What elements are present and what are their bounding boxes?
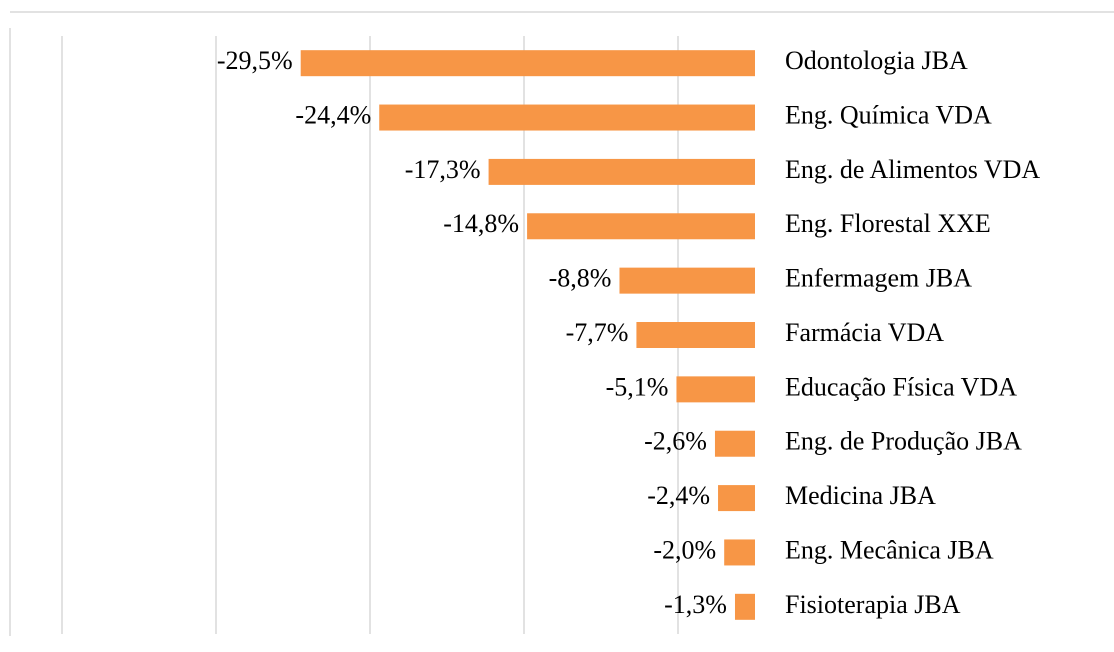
bar — [379, 104, 755, 131]
category-label: Fisioterapia JBA — [785, 590, 961, 619]
value-label: -2,4% — [647, 481, 710, 510]
category-label: Eng. Mecânica JBA — [785, 535, 994, 564]
value-label: -5,1% — [606, 372, 669, 401]
bar — [636, 322, 755, 348]
bar — [724, 539, 755, 566]
bar — [300, 50, 755, 77]
value-label: -1,3% — [664, 590, 727, 619]
category-label: Medicina JBA — [785, 481, 936, 510]
value-label: -7,7% — [566, 318, 629, 347]
value-label: -24,4% — [295, 101, 371, 130]
category-label: Enfermagem JBA — [785, 264, 972, 293]
category-label: Eng. Florestal XXE — [785, 209, 991, 238]
category-label: Educação Física VDA — [785, 372, 1017, 401]
bar — [718, 485, 755, 512]
value-label: -29,5% — [217, 46, 293, 75]
value-label: -14,8% — [443, 209, 519, 238]
category-label: Farmácia VDA — [785, 318, 944, 347]
bar — [714, 430, 755, 457]
category-label: Odontologia JBA — [785, 46, 968, 75]
value-label: -17,3% — [405, 155, 481, 184]
bar — [619, 267, 755, 294]
category-label: Eng. Química VDA — [785, 101, 992, 130]
bar — [488, 158, 755, 185]
category-label: Eng. de Produção JBA — [785, 427, 1022, 456]
bar — [676, 376, 755, 403]
bar — [734, 593, 755, 620]
category-label: Eng. de Alimentos VDA — [785, 155, 1040, 184]
bar — [527, 213, 755, 240]
value-label: -2,6% — [644, 427, 707, 456]
value-label: -2,0% — [653, 535, 716, 564]
value-label: -8,8% — [549, 264, 612, 293]
